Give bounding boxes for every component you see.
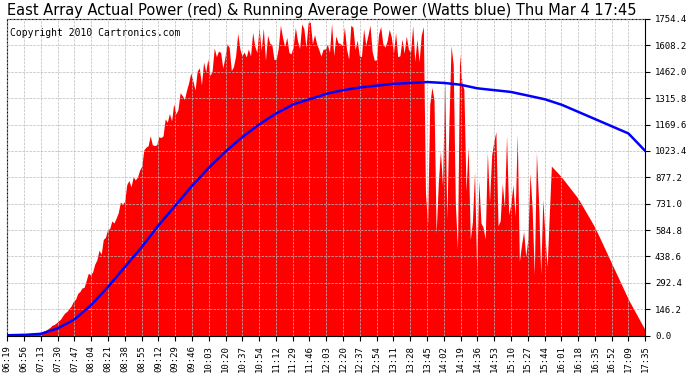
- Text: East Array Actual Power (red) & Running Average Power (Watts blue) Thu Mar 4 17:: East Array Actual Power (red) & Running …: [8, 3, 637, 18]
- Text: Copyright 2010 Cartronics.com: Copyright 2010 Cartronics.com: [10, 28, 181, 39]
